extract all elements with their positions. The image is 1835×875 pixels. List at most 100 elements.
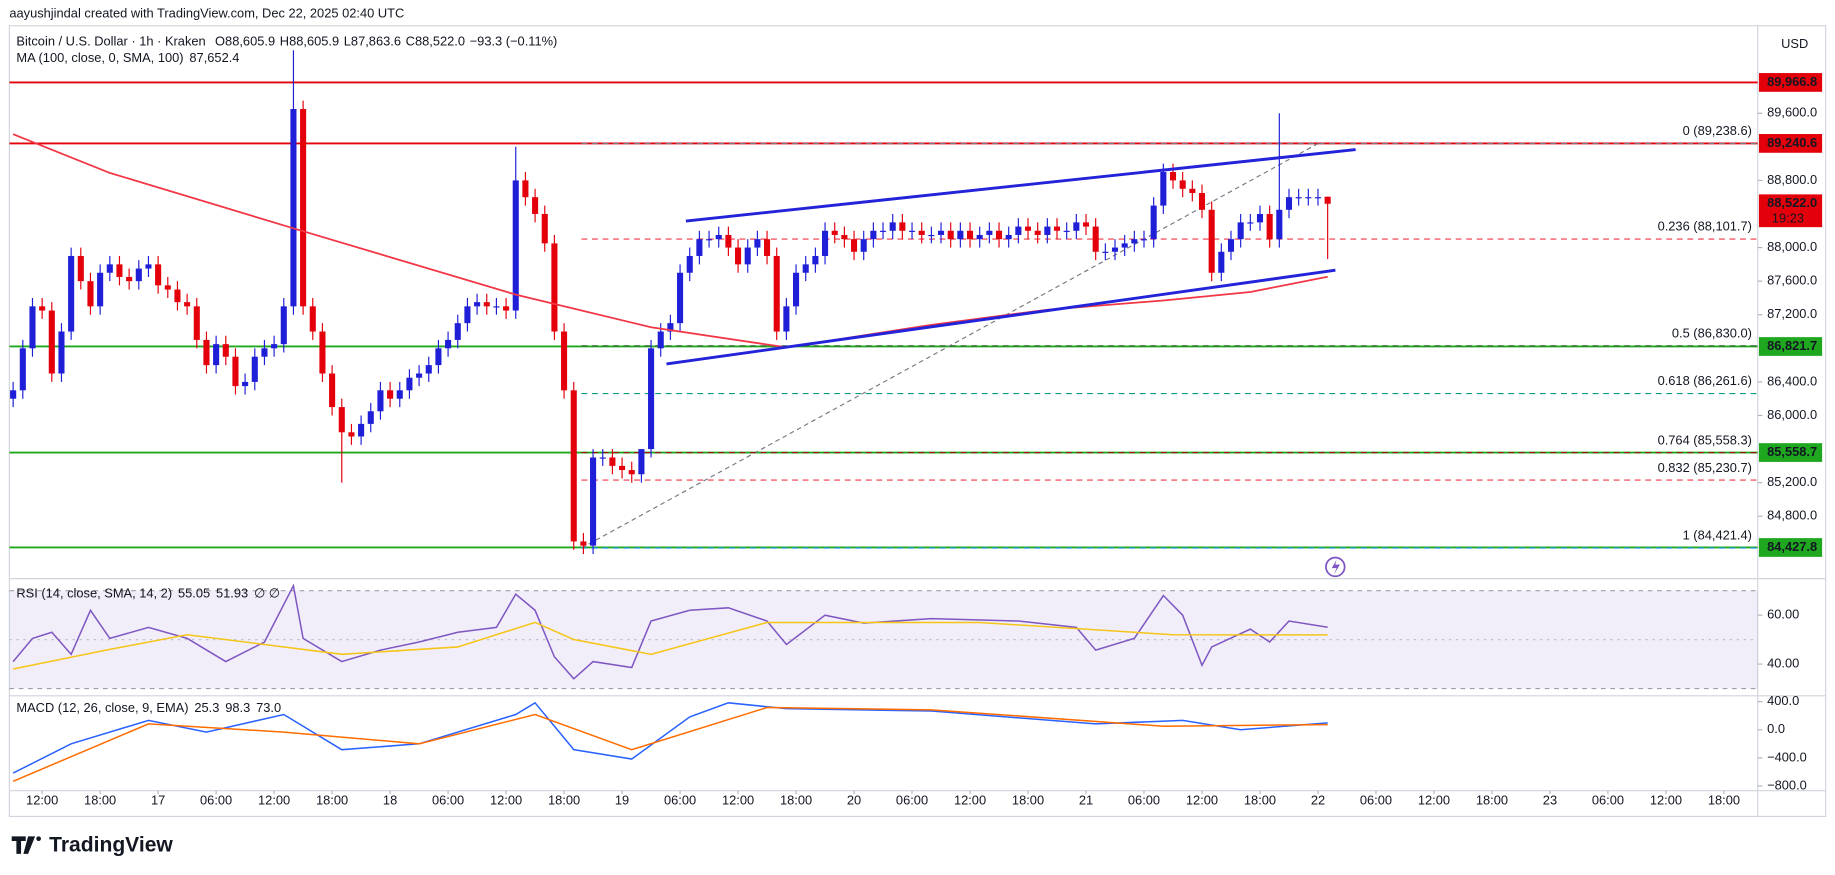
candle-body — [97, 272, 104, 307]
level-label: 85,558.7 — [1767, 444, 1817, 459]
candle-body — [541, 213, 548, 244]
candle-body — [1160, 171, 1167, 206]
candle-body — [764, 239, 771, 256]
candle-body — [773, 255, 780, 332]
candle-body — [367, 411, 374, 424]
candle-body — [822, 230, 829, 256]
x-tick-label: 18:00 — [1476, 793, 1508, 808]
series-line — [12, 583, 1328, 680]
fib-diagonal — [581, 143, 1319, 549]
candle-body — [696, 239, 703, 256]
brand: TradingView — [49, 833, 173, 856]
candle-body — [348, 432, 355, 437]
candle-body — [1324, 196, 1331, 204]
candle-body — [744, 247, 751, 265]
y-tick-label: 84,800.0 — [1767, 508, 1817, 523]
legend-text: H — [280, 34, 289, 49]
candle-body — [677, 272, 684, 324]
x-tick-label: 12:00 — [258, 793, 290, 808]
candle-body — [77, 255, 84, 282]
candle-body — [648, 348, 655, 450]
candle-body — [1092, 226, 1099, 252]
candle-body — [445, 339, 452, 349]
candle-body — [1015, 226, 1022, 235]
y-tick-label: 87,200.0 — [1767, 306, 1817, 321]
candle-body — [706, 239, 713, 241]
candle-body — [609, 457, 616, 466]
level-box — [1758, 134, 1823, 153]
x-tick-label: 17 — [151, 793, 165, 808]
level-label: 84,427.8 — [1767, 539, 1817, 554]
last-price-box — [1758, 194, 1823, 228]
y-tick-label: 86,000.0 — [1767, 407, 1817, 422]
fib-label: 0.618 (86,261.6) — [1658, 373, 1752, 388]
candle-body — [957, 230, 964, 240]
candle-body — [396, 390, 403, 399]
legend-text: Bitcoin / U.S. Dollar · 1h · Kraken — [16, 34, 205, 49]
level-box — [1758, 73, 1823, 92]
candle-body — [377, 390, 384, 412]
legend-text: ∅ ∅ — [254, 585, 280, 600]
candle-body — [619, 465, 626, 471]
candle-body — [879, 230, 887, 232]
legend-text: 88,605.9 — [225, 34, 275, 49]
legend-text: −93.3 (−0.11%) — [470, 34, 558, 49]
x-tick-label: 18:00 — [780, 793, 812, 808]
candle-body — [1198, 192, 1206, 210]
candle-body — [135, 268, 142, 282]
candle-body — [338, 407, 345, 433]
level-box — [1758, 337, 1823, 356]
trendline — [685, 148, 1356, 223]
candle-body — [522, 180, 529, 198]
candle-body — [870, 230, 877, 240]
candle-body — [754, 239, 761, 248]
candle-body — [1044, 226, 1051, 235]
countdown: 19:23 — [1772, 210, 1804, 225]
fib-label: 0.5 (86,830.0) — [1672, 325, 1752, 340]
candle-body — [106, 264, 113, 273]
legend-text: 55.05 — [178, 585, 210, 600]
candle-body — [735, 247, 742, 265]
legend-text: 98.3 — [225, 700, 250, 715]
candle-body — [976, 234, 983, 240]
candle-body — [1111, 247, 1119, 252]
candle-body — [1285, 197, 1293, 210]
candle-body — [590, 457, 597, 546]
x-tick-label: 19 — [615, 793, 629, 808]
y-tick-label: 87,600.0 — [1767, 273, 1817, 288]
legend-text: 51.93 — [216, 585, 248, 600]
candle-body — [831, 230, 838, 235]
candle-body — [1256, 213, 1264, 223]
candle-body — [464, 306, 471, 324]
candle-body — [222, 344, 229, 357]
lightning-icon — [1325, 556, 1346, 578]
fib-label: 0.764 (85,558.3) — [1658, 432, 1752, 447]
y-tick-label: −400.0 — [1767, 749, 1807, 764]
candle-body — [19, 348, 26, 391]
candle-body — [1034, 230, 1041, 235]
candle-body — [87, 281, 94, 307]
x-tick-label: 06:00 — [1128, 793, 1160, 808]
candle-body — [358, 423, 365, 437]
candle-body — [1237, 222, 1244, 240]
candle-body — [580, 541, 587, 546]
candle-body — [261, 348, 268, 357]
fib-label: 0.832 (85,230.7) — [1658, 460, 1752, 475]
candle-body — [1247, 222, 1254, 224]
candle-body — [638, 449, 645, 475]
candle-body — [300, 109, 307, 307]
candle-body — [725, 234, 732, 248]
x-tick-label: 23 — [1543, 793, 1557, 808]
legend-text: L — [344, 34, 351, 49]
candle-body — [570, 390, 577, 542]
legend-text: 87,863.6 — [351, 34, 401, 49]
x-tick-label: 12:00 — [26, 793, 58, 808]
x-tick-label: 12:00 — [490, 793, 522, 808]
candle-body — [116, 264, 123, 277]
candle-body — [290, 109, 297, 307]
candle-body — [29, 306, 36, 349]
series-line — [12, 621, 1328, 670]
